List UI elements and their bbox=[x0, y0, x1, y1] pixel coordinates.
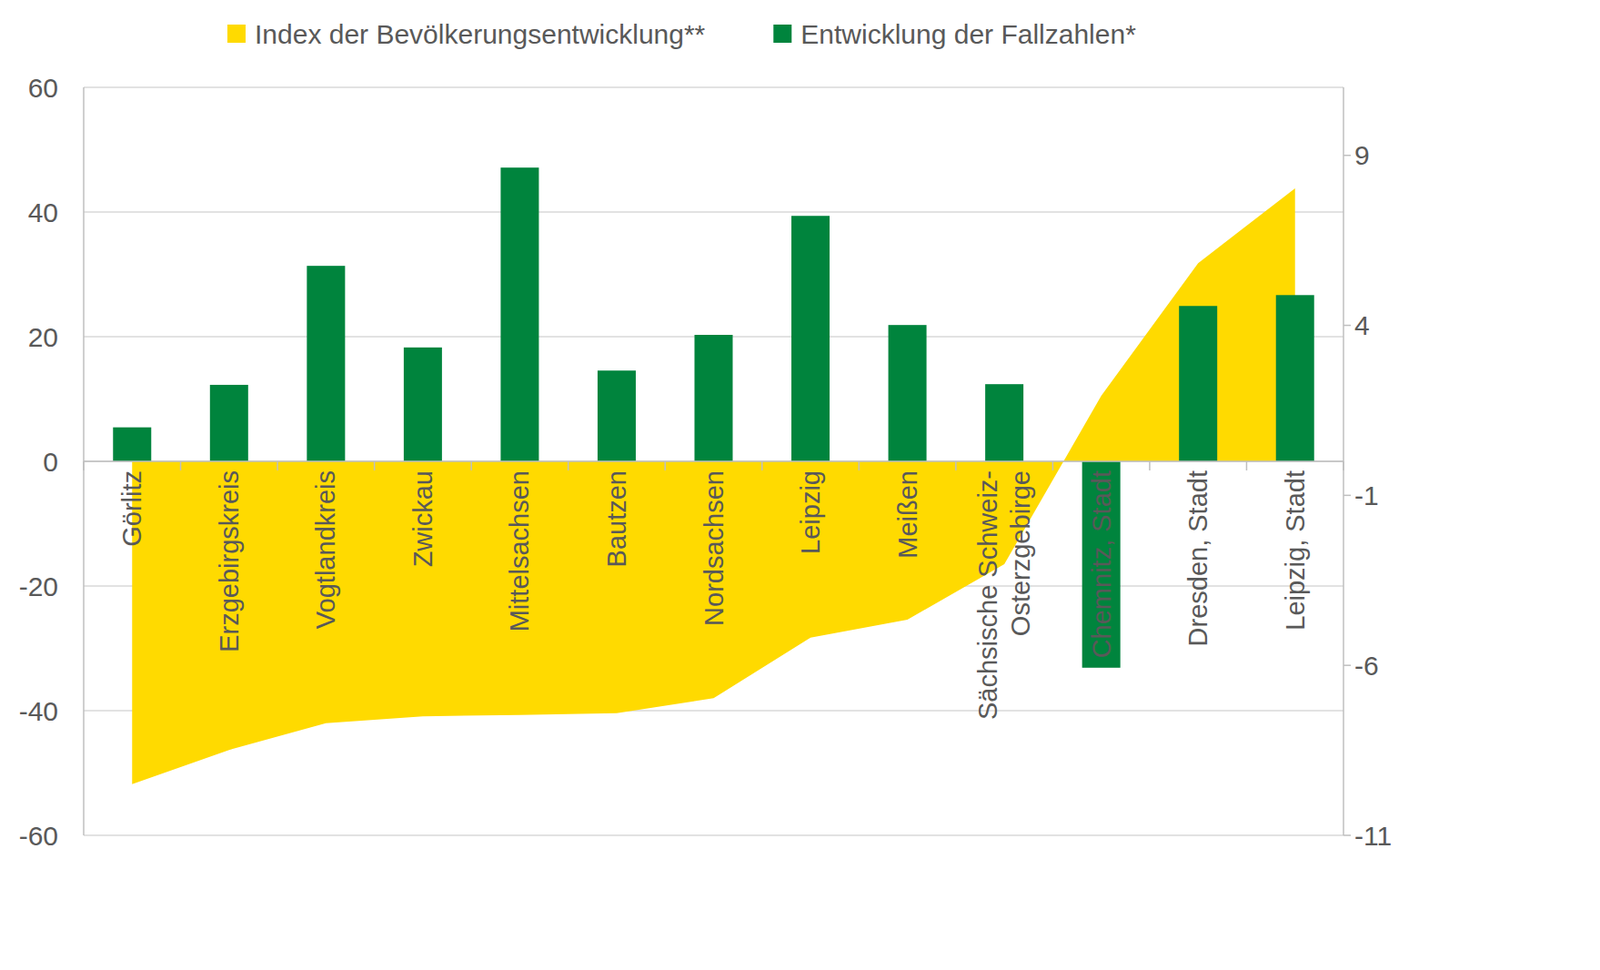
x-tick-label: Nordsachsen bbox=[699, 470, 729, 626]
grid-line bbox=[83, 460, 1344, 463]
bar bbox=[306, 265, 345, 462]
y2-tick bbox=[1343, 834, 1351, 836]
x-tick-label: Görlitz bbox=[117, 470, 147, 547]
y-tick-label: -20 bbox=[19, 571, 59, 602]
x-tick bbox=[1148, 461, 1151, 471]
y2-axis bbox=[1342, 87, 1345, 836]
x-tick bbox=[955, 461, 957, 471]
x-tick bbox=[276, 461, 279, 471]
bar bbox=[1276, 294, 1315, 462]
y2-tick-label: -6 bbox=[1354, 650, 1379, 681]
y2-tick-label: 9 bbox=[1354, 140, 1370, 171]
label-line: Görlitz bbox=[117, 470, 147, 547]
bar bbox=[500, 167, 539, 462]
legend-label: Entwicklung der Fallzahlen* bbox=[800, 19, 1137, 50]
x-tick bbox=[1342, 461, 1345, 471]
bar bbox=[694, 334, 734, 462]
y-tick-label: -60 bbox=[19, 820, 59, 851]
y-axis bbox=[82, 87, 85, 836]
legend-swatch bbox=[227, 24, 246, 43]
x-tick bbox=[1246, 461, 1248, 471]
x-tick bbox=[761, 461, 764, 471]
bar bbox=[791, 215, 830, 462]
x-tick bbox=[858, 461, 861, 471]
y2-tick bbox=[1343, 664, 1351, 666]
x-tick-label: Bautzen bbox=[602, 470, 632, 567]
y2-tick bbox=[1343, 494, 1351, 497]
grid-line bbox=[83, 86, 1344, 89]
bar bbox=[403, 347, 443, 462]
y-tick-label: -40 bbox=[19, 695, 59, 726]
y2-tick-label: 4 bbox=[1354, 310, 1370, 341]
legend-swatch bbox=[773, 24, 792, 43]
y2-tick-label: -1 bbox=[1354, 480, 1379, 511]
y-tick-label: 20 bbox=[28, 322, 59, 353]
legend-label: Index der Bevölkerungsentwicklung** bbox=[254, 19, 706, 50]
label-line: Mittelsachsen bbox=[504, 470, 534, 632]
bar bbox=[1178, 305, 1218, 462]
x-tick-label: Leipzig bbox=[795, 470, 826, 554]
y-tick-label: 0 bbox=[42, 446, 59, 477]
bar bbox=[597, 370, 636, 462]
x-tick-label: Mittelsachsen bbox=[504, 470, 534, 632]
y2-tick-label: -11 bbox=[1354, 820, 1392, 851]
x-tick-label: Dresden, Stadt bbox=[1183, 470, 1213, 646]
y2-tick bbox=[1343, 154, 1351, 157]
grid-line bbox=[83, 211, 1344, 213]
label-line: Leipzig bbox=[795, 470, 826, 554]
x-tick bbox=[470, 461, 473, 471]
label-line: Meißen bbox=[893, 470, 923, 559]
label-line: Vogtlandkreis bbox=[311, 470, 341, 629]
label-line: Dresden, Stadt bbox=[1183, 470, 1213, 646]
x-tick-label: Vogtlandkreis bbox=[311, 470, 341, 629]
label-line: Nordsachsen bbox=[699, 470, 729, 626]
bar bbox=[112, 427, 151, 462]
label-line: Chemnitz, Stadt bbox=[1086, 470, 1117, 658]
x-tick-label: Chemnitz, Stadt bbox=[1086, 470, 1117, 658]
bar bbox=[1082, 461, 1121, 668]
x-axis bbox=[83, 460, 1344, 463]
y-tick-label: 40 bbox=[28, 197, 59, 228]
y2-tick bbox=[1343, 324, 1351, 327]
plot-area bbox=[112, 167, 1314, 785]
x-tick bbox=[664, 461, 666, 471]
x-tick-label: Meißen bbox=[893, 470, 923, 559]
label-line: Bautzen bbox=[602, 470, 632, 567]
bar bbox=[888, 324, 927, 462]
x-tick-label: Zwickau bbox=[408, 470, 438, 567]
label-line: Sächsische Schweiz- bbox=[973, 470, 1003, 720]
label-line: Zwickau bbox=[408, 470, 438, 567]
label-line: Leipzig, Stadt bbox=[1280, 470, 1310, 631]
bar bbox=[210, 384, 249, 462]
label-line: Erzgebirgskreis bbox=[214, 470, 244, 653]
x-tick bbox=[82, 461, 85, 471]
grid-line bbox=[83, 834, 1344, 836]
bar bbox=[985, 383, 1024, 462]
x-tick bbox=[1052, 461, 1055, 471]
x-tick bbox=[373, 461, 376, 471]
x-tick bbox=[180, 461, 182, 471]
x-tick bbox=[567, 461, 570, 471]
x-tick-label: Erzgebirgskreis bbox=[214, 470, 244, 653]
y-tick-label: 60 bbox=[28, 72, 59, 103]
area bbox=[131, 188, 1295, 785]
x-tick-label: Sächsische Schweiz-Osterzgebirge bbox=[973, 470, 1036, 720]
label-line: Osterzgebirge bbox=[1006, 470, 1036, 636]
x-tick-label: Leipzig, Stadt bbox=[1280, 470, 1310, 631]
chart: -60 -40 -20 0 20 40 60 -11 -6 -1 4 9 Görlitz Erzgebir… bbox=[0, 0, 1600, 970]
